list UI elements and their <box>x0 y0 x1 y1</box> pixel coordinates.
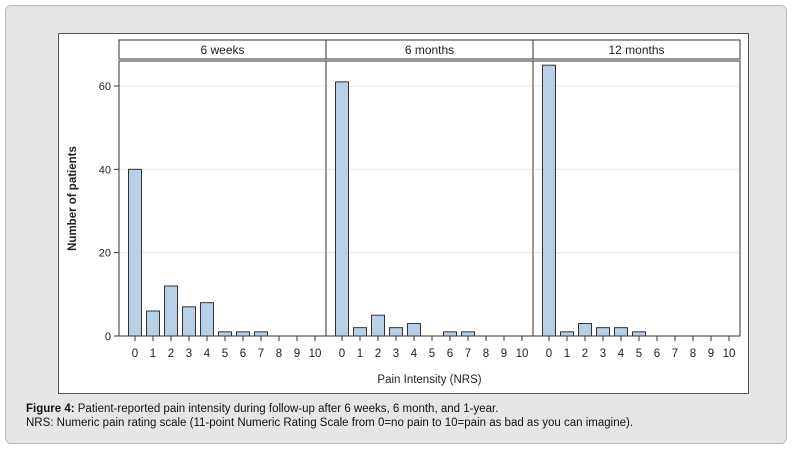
x-tick-label: 4 <box>204 348 211 360</box>
x-tick-label: 2 <box>375 348 381 360</box>
x-tick-label: 4 <box>411 348 418 360</box>
bar <box>371 314 385 337</box>
bar <box>443 331 457 337</box>
x-tick-label: 0 <box>339 348 345 360</box>
bar <box>389 327 403 337</box>
bar <box>128 168 142 337</box>
x-tick-label: 3 <box>186 348 192 360</box>
panel-header-label: 6 weeks <box>200 43 244 57</box>
caption-line-2: NRS: Numeric pain rating scale (11-point… <box>26 417 634 429</box>
x-tick-label: 8 <box>690 348 696 360</box>
bar <box>353 327 367 337</box>
panel-header <box>532 39 741 60</box>
x-tick-label: 2 <box>582 348 588 360</box>
x-tick-label: 7 <box>465 348 471 360</box>
x-tick-label: 0 <box>546 348 552 360</box>
x-tick-label: 6 <box>240 348 246 360</box>
x-tick-label: 6 <box>447 348 453 360</box>
bar <box>335 81 349 337</box>
x-tick-label: 8 <box>276 348 282 360</box>
x-tick-label: 6 <box>654 348 660 360</box>
panel-header-label: 6 months <box>405 43 454 57</box>
bar <box>182 306 196 337</box>
bar <box>560 331 574 337</box>
bar <box>164 285 178 337</box>
x-tick-label: 1 <box>564 348 570 360</box>
x-tick-label: 10 <box>309 348 322 360</box>
figure-card: Number of patients 0 20 40 60 6 weeks 0 1 2 3 4 5 6 7… <box>5 5 787 444</box>
caption-text: Patient-reported pain intensity during f… <box>74 403 499 415</box>
bar <box>236 331 250 337</box>
x-tick-label: 3 <box>393 348 399 360</box>
x-tick-label: 10 <box>516 348 529 360</box>
x-tick-label: 1 <box>150 348 156 360</box>
bar <box>461 331 475 337</box>
bar <box>578 323 592 337</box>
bar <box>254 331 268 337</box>
x-tick-label: 5 <box>429 348 435 360</box>
x-tick-label: 1 <box>357 348 363 360</box>
panel-header-label: 12 months <box>608 43 664 57</box>
caption-line-1: Figure 4: Patient-reported pain intensit… <box>26 402 776 416</box>
y-tick-label: 20 <box>99 248 111 260</box>
x-tick-label: 5 <box>222 348 228 360</box>
panel-plot-area <box>118 60 327 337</box>
bar <box>146 310 160 337</box>
x-tick-label: 7 <box>672 348 678 360</box>
bar <box>596 327 610 337</box>
figure-caption: Figure 4: Patient-reported pain intensit… <box>26 402 776 430</box>
x-tick-label: 9 <box>501 348 507 360</box>
x-tick-label: 7 <box>258 348 264 360</box>
bar <box>632 331 646 337</box>
plot-frame: Number of patients 0 20 40 60 6 weeks 0 1 2 3 4 5 6 7… <box>58 33 749 394</box>
y-tick-label: 40 <box>99 164 111 176</box>
figure-label: Figure 4: <box>26 403 75 415</box>
x-tick-label: 0 <box>132 348 138 360</box>
y-axis-label: Number of patients <box>67 146 79 251</box>
x-axis-label: Pain Intensity (NRS) <box>377 374 481 386</box>
bar <box>614 327 628 337</box>
x-tick-label: 9 <box>708 348 714 360</box>
x-tick-label: 2 <box>168 348 174 360</box>
x-tick-label: 8 <box>483 348 489 360</box>
bar <box>218 331 232 337</box>
x-tick-label: 4 <box>618 348 625 360</box>
x-tick-label: 5 <box>636 348 642 360</box>
y-tick-label: 0 <box>105 331 111 343</box>
panel-plot-area <box>532 60 741 337</box>
x-tick-label: 10 <box>723 348 736 360</box>
bar <box>200 302 214 337</box>
x-tick-label: 3 <box>600 348 606 360</box>
bar <box>407 323 421 337</box>
y-tick-label: 60 <box>99 81 111 93</box>
panel-plot-area <box>325 60 534 337</box>
x-tick-label: 9 <box>294 348 300 360</box>
bar <box>542 64 556 337</box>
